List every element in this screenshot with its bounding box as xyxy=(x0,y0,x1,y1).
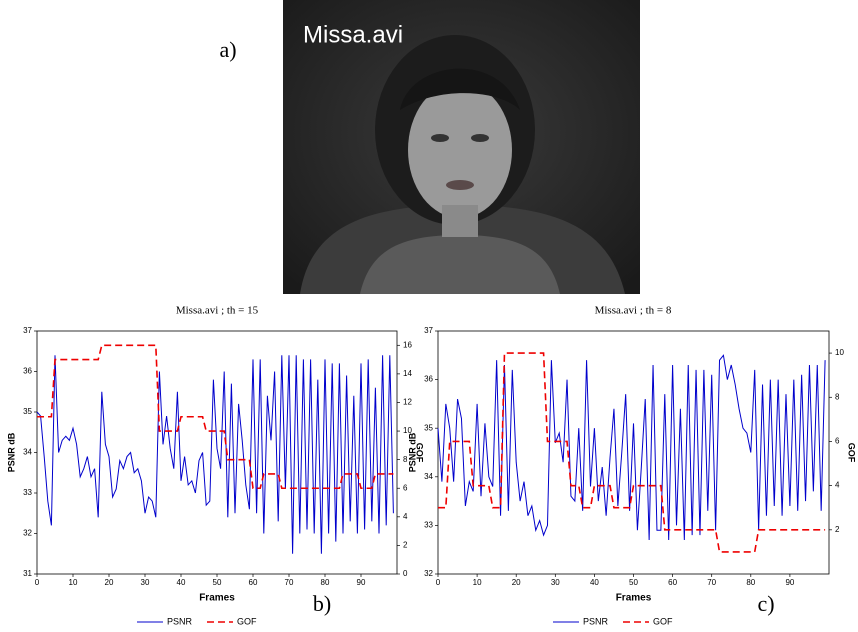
x-tick-label: 20 xyxy=(512,578,521,587)
legend-label: PSNR xyxy=(167,616,193,626)
legend-label: GOF xyxy=(653,616,673,626)
legend-label: PSNR xyxy=(583,616,609,626)
y-tick-label: 34 xyxy=(23,448,32,457)
x-tick-label: 80 xyxy=(746,578,755,587)
x-tick-label: 30 xyxy=(551,578,560,587)
x-tick-label: 80 xyxy=(321,578,330,587)
y-axis-label: PSNR dB xyxy=(407,432,417,472)
x-tick-label: 70 xyxy=(707,578,716,587)
y2-tick-label: 0 xyxy=(403,569,408,578)
x-tick-label: 40 xyxy=(590,578,599,587)
x-axis-label: Frames xyxy=(199,593,235,604)
y2-tick-label: 2 xyxy=(403,541,408,550)
y2-tick-label: 4 xyxy=(835,481,840,490)
y2-tick-label: 14 xyxy=(403,369,412,378)
y2-tick-label: 10 xyxy=(403,426,412,435)
y2-tick-label: 16 xyxy=(403,340,412,349)
x-tick-label: 60 xyxy=(249,578,258,587)
series-line xyxy=(36,355,394,554)
panel-label: b) xyxy=(313,591,331,616)
y-tick-label: 37 xyxy=(23,326,32,335)
y-tick-label: 32 xyxy=(23,529,32,538)
series-line xyxy=(438,352,826,553)
x-tick-label: 50 xyxy=(213,578,222,587)
plot-frame xyxy=(36,330,398,575)
y2-tick-label: 4 xyxy=(403,512,408,521)
x-tick-label: 90 xyxy=(357,578,366,587)
x-tick-label: 10 xyxy=(69,578,78,587)
x-axis-label: Frames xyxy=(616,593,652,604)
x-tick-label: 90 xyxy=(785,578,794,587)
y2-tick-label: 2 xyxy=(835,525,840,534)
y-tick-label: 36 xyxy=(424,375,433,384)
photo xyxy=(283,0,640,294)
image-caption: Missa.avi xyxy=(303,21,403,48)
y-tick-label: 32 xyxy=(424,569,433,578)
y-tick-label: 34 xyxy=(424,472,433,481)
y2-tick-label: 6 xyxy=(403,483,408,492)
series-line xyxy=(37,344,394,490)
x-tick-label: 40 xyxy=(177,578,186,587)
x-tick-label: 0 xyxy=(35,578,40,587)
panel-label: c) xyxy=(757,591,774,616)
x-tick-label: 50 xyxy=(629,578,638,587)
y-tick-label: 31 xyxy=(23,569,32,578)
y2-tick-label: 8 xyxy=(835,392,840,401)
y-tick-label: 33 xyxy=(23,488,32,497)
series-line xyxy=(437,354,826,540)
y-axis-label: PSNR dB xyxy=(6,432,16,472)
x-tick-label: 20 xyxy=(105,578,114,587)
y2-tick-label: 6 xyxy=(835,437,840,446)
x-tick-label: 0 xyxy=(436,578,441,587)
legend-label: GOF xyxy=(237,616,257,626)
x-tick-label: 70 xyxy=(285,578,294,587)
x-tick-label: 60 xyxy=(668,578,677,587)
x-tick-label: 30 xyxy=(141,578,150,587)
chart-title: Missa.avi ; th = 15 xyxy=(176,305,259,317)
chart-title: Missa.avi ; th = 8 xyxy=(595,305,672,317)
y-tick-label: 33 xyxy=(424,521,433,530)
x-tick-label: 10 xyxy=(473,578,482,587)
y-tick-label: 35 xyxy=(424,423,433,432)
y2-axis-label: GOF xyxy=(415,443,425,463)
y-tick-label: 37 xyxy=(424,326,433,335)
y-tick-label: 35 xyxy=(23,407,32,416)
y2-axis-label: GOF xyxy=(847,443,857,463)
y2-tick-label: 10 xyxy=(835,348,844,357)
panel-label: a) xyxy=(219,37,236,62)
y2-tick-label: 8 xyxy=(403,455,408,464)
y-tick-label: 36 xyxy=(23,367,32,376)
y2-tick-label: 12 xyxy=(403,398,412,407)
